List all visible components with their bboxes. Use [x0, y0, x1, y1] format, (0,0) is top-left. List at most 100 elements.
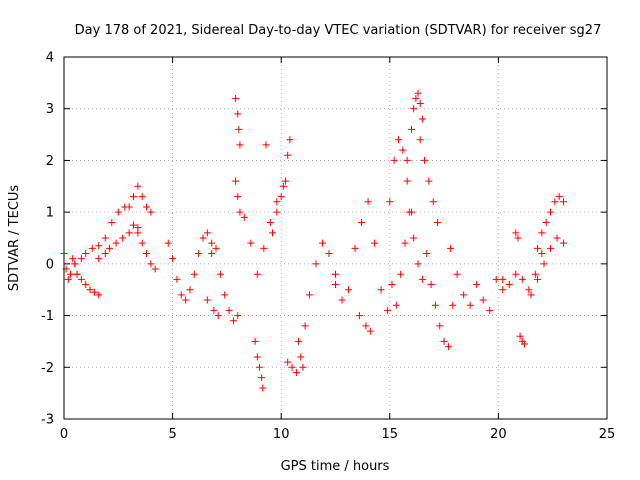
data-point — [533, 244, 541, 252]
data-point — [251, 337, 259, 345]
data-point — [288, 363, 296, 371]
data-point — [547, 244, 555, 252]
data-point — [284, 151, 292, 159]
y-tick-label: 4 — [46, 51, 54, 66]
data-point — [101, 234, 109, 242]
data-point — [266, 218, 274, 226]
y-tick-label: -3 — [41, 413, 54, 428]
data-point — [177, 291, 185, 299]
data-point — [232, 177, 240, 185]
data-point — [388, 281, 396, 289]
x-tick-label: 10 — [273, 427, 290, 442]
data-point — [147, 260, 155, 268]
plot-frame — [63, 56, 608, 420]
data-point — [234, 110, 242, 118]
data-point — [86, 286, 94, 294]
data-point — [514, 234, 522, 242]
data-point — [143, 250, 151, 258]
data-point — [366, 327, 374, 335]
data-point — [260, 244, 268, 252]
data-point — [199, 234, 207, 242]
data-point — [512, 270, 520, 278]
data-point — [299, 363, 307, 371]
data-point — [427, 281, 435, 289]
x-tick-label: 5 — [168, 427, 176, 442]
data-point — [221, 291, 229, 299]
x-tick-label: 0 — [60, 427, 68, 442]
data-point — [416, 100, 424, 108]
data-point — [516, 332, 524, 340]
data-point — [473, 281, 481, 289]
grid-lines — [64, 57, 607, 419]
data-point — [234, 312, 242, 320]
data-point — [95, 291, 103, 299]
data-point — [386, 198, 394, 206]
data-point — [403, 177, 411, 185]
data-point — [108, 218, 116, 226]
data-point — [397, 270, 405, 278]
data-point — [338, 296, 346, 304]
data-point — [273, 198, 281, 206]
data-point — [203, 229, 211, 237]
data-point — [390, 156, 398, 164]
data-point — [410, 105, 418, 113]
data-point — [258, 374, 266, 382]
data-point — [190, 270, 198, 278]
data-point — [210, 306, 218, 314]
data-point — [259, 384, 267, 392]
data-point — [214, 312, 222, 320]
data-point — [151, 265, 159, 273]
data-point — [236, 208, 244, 216]
data-point — [295, 337, 303, 345]
data-point — [305, 291, 313, 299]
y-tick-label: -1 — [41, 309, 54, 324]
data-point — [325, 250, 333, 258]
data-point — [301, 322, 309, 330]
data-point — [418, 275, 426, 283]
axis-ticks — [63, 56, 608, 420]
data-point — [297, 353, 305, 361]
data-point — [421, 156, 429, 164]
data-point — [371, 239, 379, 247]
data-point — [143, 203, 151, 211]
data-point — [147, 208, 155, 216]
data-point — [312, 260, 320, 268]
data-point — [130, 221, 138, 229]
data-point — [195, 250, 203, 258]
data-point — [460, 291, 468, 299]
x-tick-label: 20 — [490, 427, 507, 442]
data-point — [236, 141, 244, 149]
data-point — [67, 270, 75, 278]
data-point — [182, 296, 190, 304]
data-point — [362, 322, 370, 330]
data-point — [560, 198, 568, 206]
x-axis-label: GPS time / hours — [281, 459, 390, 474]
data-point — [351, 244, 359, 252]
data-point — [71, 260, 79, 268]
data-point — [416, 136, 424, 144]
data-point — [355, 312, 363, 320]
data-point — [520, 340, 528, 348]
data-point — [364, 198, 372, 206]
data-point — [547, 208, 555, 216]
data-point — [518, 275, 526, 283]
data-point — [512, 229, 520, 237]
data-point — [531, 270, 539, 278]
data-point — [479, 296, 487, 304]
data-point — [377, 286, 385, 294]
data-point — [412, 94, 420, 102]
data-point — [401, 239, 409, 247]
data-point — [405, 208, 413, 216]
data-point — [114, 208, 122, 216]
data-point — [235, 125, 243, 133]
data-point — [73, 270, 81, 278]
data-point — [138, 239, 146, 247]
data-point — [169, 255, 177, 263]
data-point — [429, 198, 437, 206]
data-point — [499, 275, 507, 283]
data-point — [273, 208, 281, 216]
data-point — [431, 301, 439, 309]
data-point — [77, 275, 85, 283]
